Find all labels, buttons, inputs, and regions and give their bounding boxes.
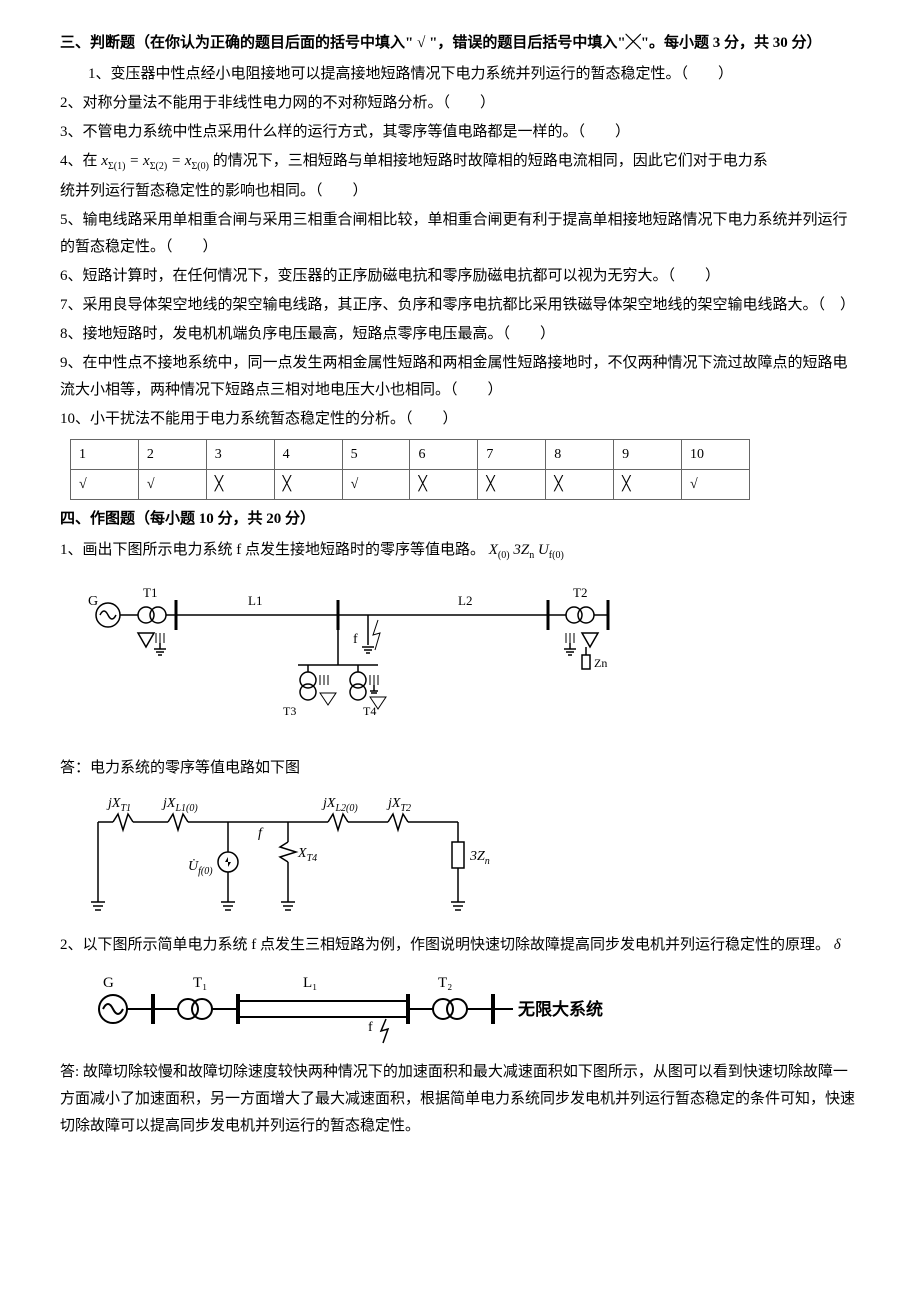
- svg-text:U̇f(0): U̇f(0): [188, 858, 213, 877]
- delta: δ: [834, 937, 841, 953]
- q4-post: 的情况下，三相短路与单相接地短路时故障相的短路电流相同，因此它们对于电力系: [209, 153, 768, 169]
- svg-text:L₁: L₁: [303, 975, 317, 991]
- th-3: 3: [206, 440, 274, 470]
- zero-seq-circuit: jXT1 jXL1(0) jXL2(0) jXT2 f U̇f(0) XT4 3…: [88, 792, 860, 922]
- q4-sub2: Σ(2): [150, 161, 167, 172]
- svg-text:G: G: [88, 594, 98, 609]
- q3-8: 8、接地短路时，发电机机端负序电压最高，短路点零序电压最高。（ ）: [60, 321, 860, 348]
- q3-4-line2: 统并列运行暂态稳定性的影响也相同。（ ）: [60, 178, 860, 205]
- svg-text:jXT2: jXT2: [386, 796, 411, 814]
- svg-text:L1: L1: [248, 593, 262, 608]
- q3-2: 2、对称分量法不能用于非线性电力网的不对称短路分析。（ ）: [60, 90, 860, 117]
- ans-2: √: [138, 470, 206, 500]
- q41-f1: X: [489, 542, 498, 558]
- section3-header: 三、判断题（在你认为正确的题目后面的括号中填入" √ "，错误的题目后括号中填入…: [60, 30, 860, 57]
- q41-f1sub: (0): [498, 550, 510, 561]
- svg-text:G: G: [103, 975, 114, 991]
- q41-f3sub: f(0): [549, 550, 564, 561]
- q41-pre: 1、画出下图所示电力系统 f 点发生接地短路时的零序等值电路。: [60, 542, 489, 558]
- th-1: 1: [71, 440, 139, 470]
- q3-4: 4、在 xΣ(1) = xΣ(2) = xΣ(0) 的情况下，三相短路与单相接地…: [60, 148, 860, 176]
- svg-text:T2: T2: [573, 585, 587, 600]
- q4-2: 2、以下图所示简单电力系统 f 点发生三相短路为例，作图说明快速切除故障提高同步…: [60, 932, 860, 959]
- q3-3: 3、不管电力系统中性点采用什么样的运行方式，其零序等值电路都是一样的。（ ）: [60, 119, 860, 146]
- q41-answer: 答：电力系统的零序等值电路如下图: [60, 755, 860, 782]
- ans-3: ╳: [206, 470, 274, 500]
- system-diagram-3: G T₁ L₁ f T₂ 无限大系统: [88, 969, 860, 1049]
- th-6: 6: [410, 440, 478, 470]
- svg-text:L2: L2: [458, 593, 472, 608]
- svg-text:T₂: T₂: [438, 975, 452, 991]
- svg-text:jXL1(0): jXL1(0): [161, 796, 198, 814]
- svg-text:f: f: [258, 826, 264, 841]
- q3-10: 10、小干扰法不能用于电力系统暂态稳定性的分析。（ ）: [60, 406, 860, 433]
- svg-text:jXT1: jXT1: [106, 796, 131, 814]
- table-header-row: 1 2 3 4 5 6 7 8 9 10: [71, 440, 750, 470]
- svg-text:T3: T3: [283, 704, 296, 718]
- svg-text:T4: T4: [363, 704, 376, 718]
- ans-4: ╳: [274, 470, 342, 500]
- svg-text:Zn: Zn: [594, 656, 607, 670]
- th-5: 5: [342, 440, 410, 470]
- ans-8: ╳: [546, 470, 614, 500]
- th-8: 8: [546, 440, 614, 470]
- table-answer-row: √ √ ╳ ╳ √ ╳ ╳ ╳ ╳ √: [71, 470, 750, 500]
- svg-text:T1: T1: [143, 585, 157, 600]
- ans-5: √: [342, 470, 410, 500]
- svg-text:jXL2(0): jXL2(0): [321, 796, 358, 814]
- q4-eq1: = x: [125, 153, 149, 169]
- th-4: 4: [274, 440, 342, 470]
- svg-text:无限大系统: 无限大系统: [517, 999, 603, 1019]
- q4-sub1: Σ(1): [108, 161, 125, 172]
- q3-9: 9、在中性点不接地系统中，同一点发生两相金属性短路和两相金属性短路接地时，不仅两…: [60, 350, 860, 404]
- ans-9: ╳: [614, 470, 682, 500]
- ans-10: √: [682, 470, 750, 500]
- q4-pre: 4、在: [60, 153, 101, 169]
- q41-f3: U: [534, 542, 549, 558]
- q42-pre: 2、以下图所示简单电力系统 f 点发生三相短路为例，作图说明快速切除故障提高同步…: [60, 937, 834, 953]
- svg-text:f: f: [353, 632, 358, 647]
- svg-text:T₁: T₁: [193, 975, 207, 991]
- th-9: 9: [614, 440, 682, 470]
- th-10: 10: [682, 440, 750, 470]
- q4-formula-x1: x: [101, 153, 108, 169]
- q3-1: 1、变压器中性点经小电阻接地可以提高接地短路情况下电力系统并列运行的暂态稳定性。…: [60, 61, 860, 88]
- q41-f2: 3Z: [510, 542, 530, 558]
- q4-sub3: Σ(0): [191, 161, 208, 172]
- th-7: 7: [478, 440, 546, 470]
- ans-1: √: [71, 470, 139, 500]
- ans-7: ╳: [478, 470, 546, 500]
- svg-text:XT4: XT4: [297, 846, 317, 864]
- q4-1: 1、画出下图所示电力系统 f 点发生接地短路时的零序等值电路。 X(0) 3Zn…: [60, 537, 860, 565]
- th-2: 2: [138, 440, 206, 470]
- svg-text:3Zn: 3Zn: [469, 849, 490, 867]
- q3-7: 7、采用良导体架空地线的架空输电线路，其正序、负序和零序电抗都比采用铁磁导体架空…: [60, 292, 860, 319]
- q3-6: 6、短路计算时，在任何情况下，变压器的正序励磁电抗和零序励磁电抗都可以视为无穷大…: [60, 263, 860, 290]
- q4-eq2: = x: [167, 153, 191, 169]
- q42-answer: 答: 故障切除较慢和故障切除速度较快两种情况下的加速面积和最大减速面积如下图所示…: [60, 1059, 860, 1140]
- svg-text:f: f: [368, 1020, 373, 1035]
- circuit-diagram-1: G T1 L1 f L2 T2: [88, 575, 860, 745]
- answer-table: 1 2 3 4 5 6 7 8 9 10 √ √ ╳ ╳ √ ╳ ╳ ╳ ╳ √: [70, 439, 750, 500]
- section4-header: 四、作图题（每小题 10 分，共 20 分）: [60, 506, 860, 533]
- ans-6: ╳: [410, 470, 478, 500]
- q3-5: 5、输电线路采用单相重合闸与采用三相重合闸相比较，单相重合闸更有利于提高单相接地…: [60, 207, 860, 261]
